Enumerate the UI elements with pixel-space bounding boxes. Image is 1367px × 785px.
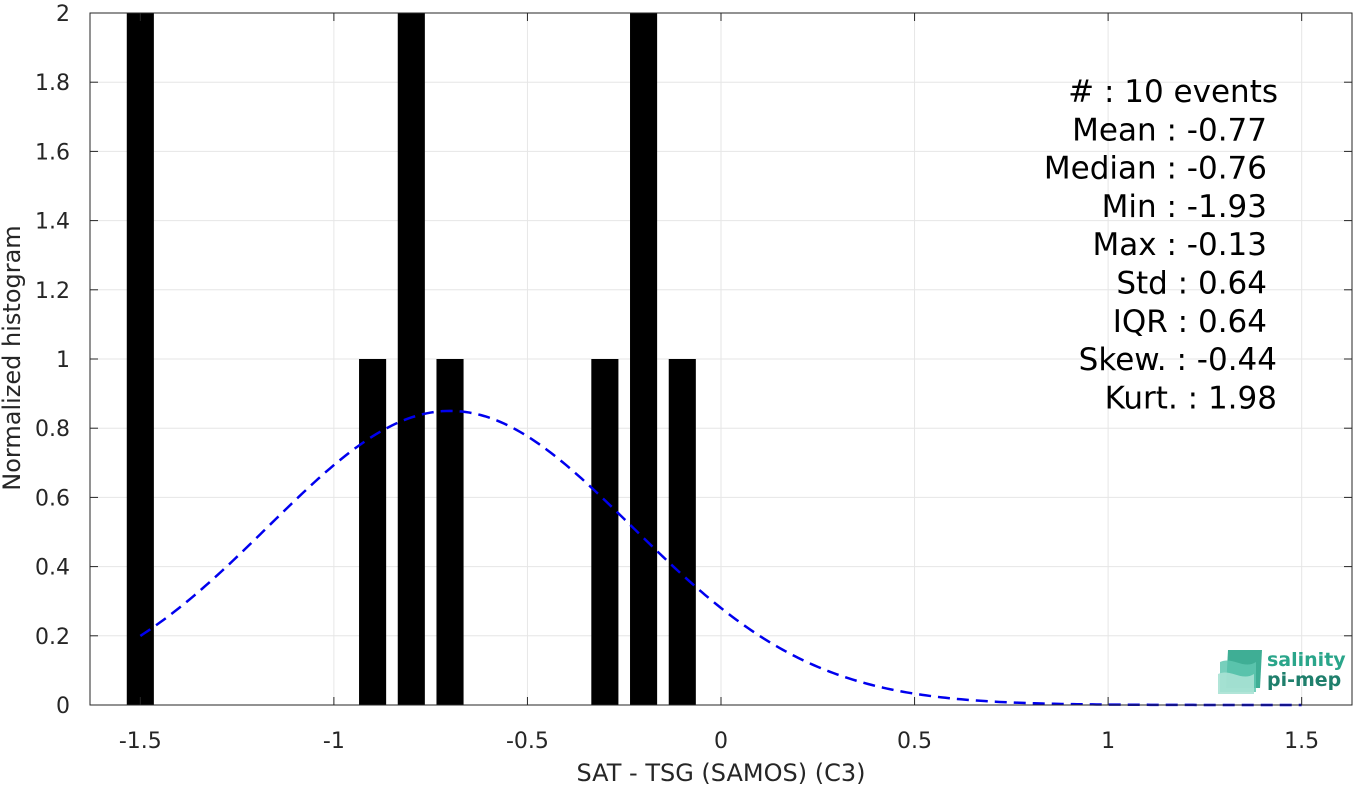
logo-line-2: pi-mep bbox=[1267, 669, 1341, 691]
stats-line: Mean : -0.77 bbox=[1072, 112, 1267, 148]
x-tick-label: 1 bbox=[1101, 729, 1115, 754]
y-tick-label: 0.6 bbox=[35, 486, 70, 511]
x-tick-label: -1 bbox=[323, 729, 345, 754]
stats-line: Std : 0.64 bbox=[1116, 266, 1267, 302]
stats-line: Median : -0.76 bbox=[1044, 151, 1267, 187]
histogram-bar bbox=[630, 13, 658, 705]
axes-frame bbox=[89, 12, 1353, 706]
x-tick-label: -1.5 bbox=[119, 729, 162, 754]
histogram-bar bbox=[668, 359, 696, 705]
x-tick-label: 0 bbox=[714, 729, 728, 754]
y-tick-label: 0.8 bbox=[35, 417, 70, 442]
y-tick-label: 2 bbox=[56, 2, 70, 27]
x-axis-label: SAT - TSG (SAMOS) (C3) bbox=[577, 759, 866, 785]
stats-line: Max : -0.13 bbox=[1093, 227, 1267, 263]
wave-logo-icon bbox=[1218, 650, 1262, 694]
y-tick-label: 1.6 bbox=[35, 140, 70, 165]
logo-line-1: salinity bbox=[1267, 649, 1346, 671]
y-tick-label: 1 bbox=[56, 348, 70, 373]
histogram-bar bbox=[436, 359, 464, 705]
stats-line: # : 10 events bbox=[1068, 74, 1278, 110]
histogram-bar bbox=[126, 13, 154, 705]
y-tick-label: 0.2 bbox=[35, 625, 70, 650]
y-tick-label: 1.8 bbox=[35, 71, 70, 96]
gaussian-fit bbox=[139, 409, 1302, 707]
x-tick-label: 0.5 bbox=[897, 729, 932, 754]
histogram-bar bbox=[591, 359, 619, 705]
stats-line: Skew. : -0.44 bbox=[1079, 342, 1277, 378]
y-tick-label: 0.4 bbox=[35, 556, 70, 581]
stats-line: Min : -1.93 bbox=[1102, 189, 1267, 225]
y-axis-label: Normalized histogram bbox=[0, 225, 26, 490]
gaussian-fit-line bbox=[139, 409, 1302, 707]
stats-line: Kurt. : 1.98 bbox=[1105, 380, 1277, 416]
salinity-pimep-logo: salinity pi-mep bbox=[1218, 649, 1346, 694]
y-tick-labels: 0 0.2 0.4 0.6 0.8 1 1.2 1.4 1.6 1.8 2 bbox=[35, 2, 70, 719]
histogram-bars bbox=[126, 13, 696, 705]
x-tick-label: -0.5 bbox=[506, 729, 549, 754]
stats-line: IQR : 0.64 bbox=[1113, 304, 1267, 340]
y-tick-label: 1.2 bbox=[35, 279, 70, 304]
x-tick-labels: -1.5 -1 -0.5 0 0.5 1 1.5 bbox=[119, 729, 1319, 754]
y-tick-label: 0 bbox=[56, 694, 70, 719]
x-tick-label: 1.5 bbox=[1284, 729, 1319, 754]
y-tick-label: 1.4 bbox=[35, 210, 70, 235]
histogram-bar bbox=[397, 13, 425, 705]
histogram-bar bbox=[359, 359, 387, 705]
